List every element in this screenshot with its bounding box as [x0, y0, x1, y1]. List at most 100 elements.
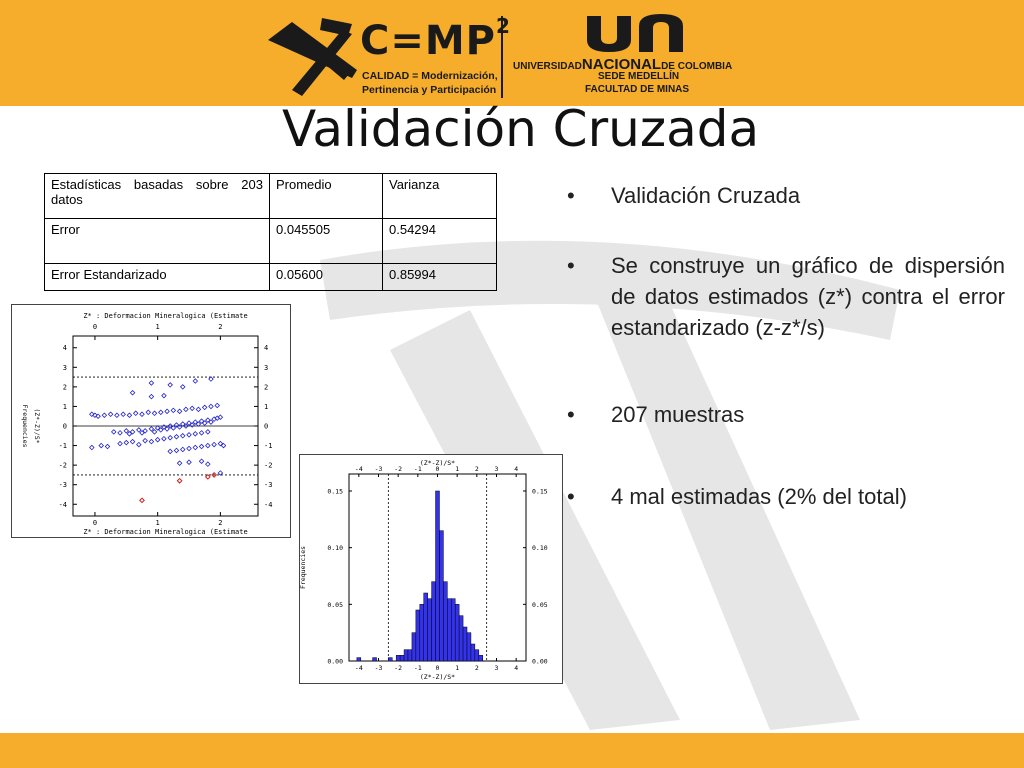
table-cell: Error [44, 218, 270, 264]
un-logo-icon [587, 14, 683, 52]
data-point [208, 419, 214, 425]
histogram-bar [419, 604, 424, 662]
data-point [136, 427, 142, 433]
statistics-table: Estadísticas basadas sobre 203 datos Pro… [44, 173, 497, 291]
data-point [164, 426, 170, 432]
data-point [176, 424, 183, 430]
x-tick-label: -4 [355, 664, 363, 672]
data-point [136, 441, 142, 448]
y-tick-label: 0.00 [327, 658, 343, 666]
histogram-bar [478, 655, 483, 662]
side-label: Frequencies [21, 404, 29, 447]
data-point [117, 430, 123, 436]
y-tick-label: -3 [59, 481, 67, 489]
y-tick-label-right: 0.05 [532, 601, 548, 609]
data-point [161, 435, 167, 442]
data-point [214, 402, 221, 409]
university-name: UNIVERSIDADNACIONALDE COLOMBIA [513, 56, 733, 73]
bullet-text: Validación Cruzada [611, 183, 801, 208]
y-tick-label-right: -3 [264, 481, 272, 489]
y-tick-label-right: 4 [264, 344, 268, 352]
data-point [205, 417, 211, 423]
data-point [179, 446, 186, 453]
data-point [139, 411, 145, 418]
data-point [117, 440, 123, 447]
data-point [192, 419, 199, 425]
data-point [98, 442, 104, 449]
x-tick-label-top: -4 [355, 465, 363, 473]
histogram-bar [447, 598, 452, 662]
data-point [126, 431, 133, 437]
data-point [129, 389, 136, 396]
x-tick-label: 0 [436, 664, 440, 672]
x-tick-label: -1 [414, 664, 422, 672]
data-point [183, 406, 189, 413]
x-tick-label-top: 4 [514, 465, 518, 473]
data-point [220, 442, 227, 449]
data-point [142, 437, 148, 444]
data-point [170, 425, 177, 431]
table-row: Error Estandarizado 0.05600 0.85994 [44, 263, 497, 291]
x-tick-label-top: 1 [156, 323, 160, 331]
histogram-bar [458, 615, 464, 662]
list-item: • 4 mal estimadas (2% del total) [567, 481, 1005, 512]
data-point [167, 423, 173, 429]
table-header-cell: Varianza [382, 173, 497, 219]
y-tick-label-right: 3 [264, 364, 268, 372]
histogram-bar [439, 530, 444, 662]
x-tick-label: 4 [514, 664, 518, 672]
data-point [192, 444, 199, 451]
x-tick-label-top: -1 [414, 465, 422, 473]
bullet-text: 4 mal estimadas (2% del total) [611, 484, 907, 509]
y-tick-label: 0.10 [327, 544, 343, 552]
y-tick-label-right: 0 [264, 423, 268, 431]
data-point [126, 412, 133, 419]
x-tick-label-top: -3 [375, 465, 383, 473]
data-point [205, 429, 211, 435]
data-point [217, 414, 224, 420]
data-point [158, 409, 164, 416]
plot-title: (Z*-Z)/S* [420, 459, 455, 467]
data-point [195, 421, 202, 427]
data-point [205, 442, 211, 449]
bullet-symbol: • [567, 484, 575, 509]
data-point [142, 428, 148, 434]
data-point [173, 422, 180, 428]
bullet-text: Se construye un gráfico de dispersión de… [611, 253, 1005, 340]
y-tick-label-right: -4 [264, 501, 272, 509]
y-tick-label: -4 [59, 501, 67, 509]
histogram-bar [466, 632, 472, 662]
table-cell: Error Estandarizado [44, 263, 270, 291]
x-tick-label: -3 [375, 664, 383, 672]
x-tick-label-top: 2 [218, 323, 222, 331]
histogram-bar [474, 649, 480, 662]
table-cell: 0.045505 [269, 218, 383, 264]
x-tick-label: 0 [93, 519, 97, 527]
histogram-bar [427, 598, 432, 662]
y-tick-label-right: 0.15 [532, 488, 548, 496]
data-point [148, 380, 155, 386]
university-campus: SEDE MEDELLÍN [598, 71, 680, 82]
cmp-subtitle-2: Pertinencia y Participación [362, 84, 497, 96]
data-point [148, 393, 155, 400]
data-point [154, 425, 161, 431]
table-row: Error 0.045505 0.54294 [44, 218, 497, 264]
table-cell: 0.54294 [382, 218, 497, 264]
data-point [148, 426, 155, 432]
table-header-cell: Estadísticas basadas sobre 203 datos [44, 173, 270, 219]
histogram-bar [431, 581, 436, 662]
data-point [195, 406, 202, 413]
histogram-bar [423, 592, 428, 662]
data-point [205, 461, 211, 467]
data-point [217, 470, 224, 476]
data-point [89, 444, 95, 451]
data-point [183, 423, 189, 429]
data-point [151, 410, 158, 417]
data-point [179, 384, 186, 390]
data-point [110, 429, 117, 435]
x-tick-label-top: 3 [495, 465, 499, 473]
histogram-bar [372, 657, 377, 662]
x-tick-label-top: 2 [475, 465, 479, 473]
x-tick-label-top: 0 [436, 465, 440, 473]
histogram-bar [411, 632, 417, 662]
